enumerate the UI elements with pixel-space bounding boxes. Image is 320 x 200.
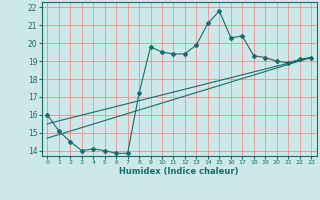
X-axis label: Humidex (Indice chaleur): Humidex (Indice chaleur) xyxy=(119,167,239,176)
